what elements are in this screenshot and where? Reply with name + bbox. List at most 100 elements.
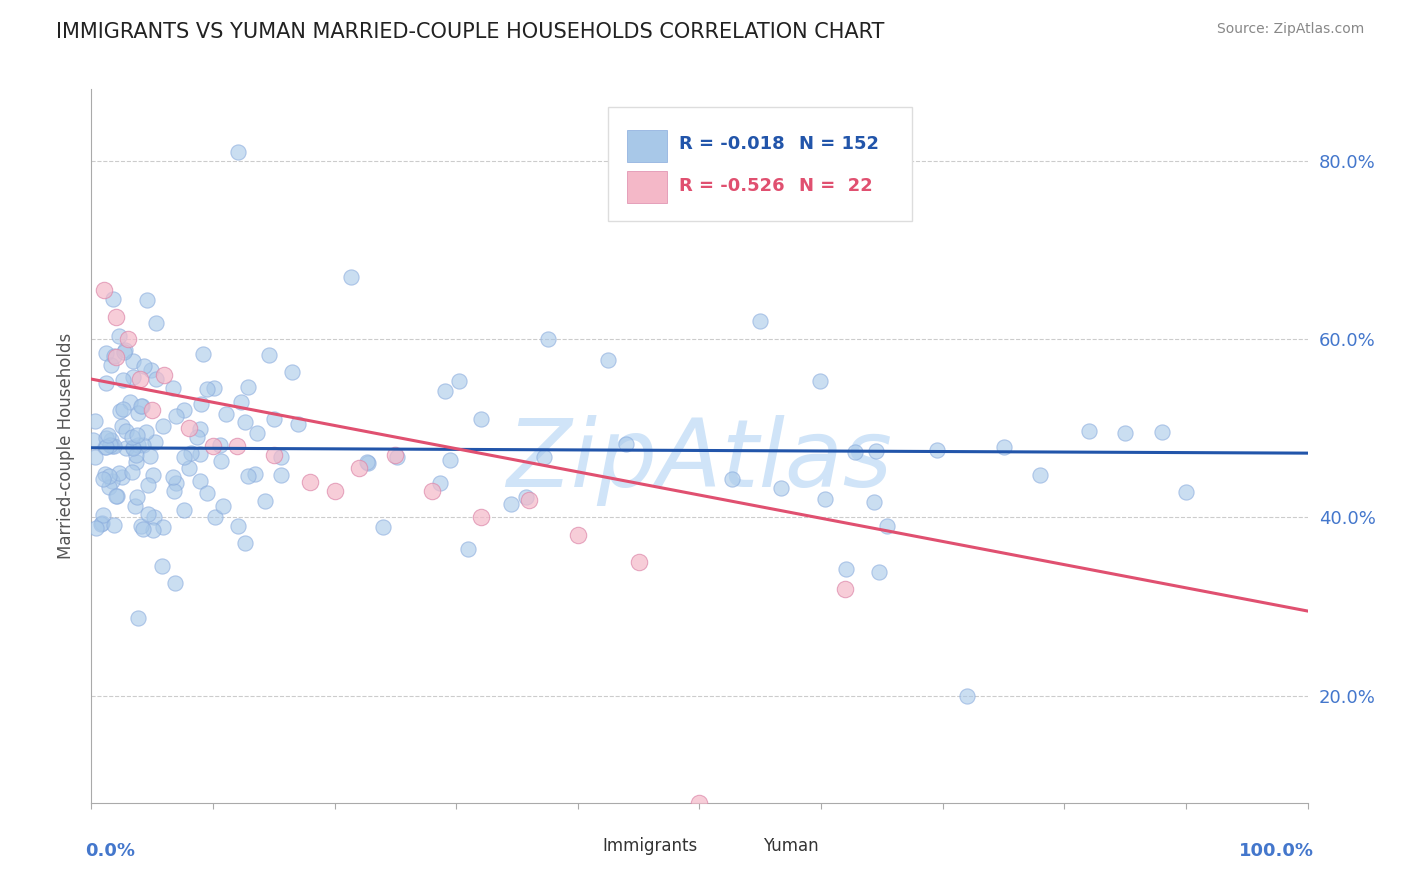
Point: [108, 404, 131, 418]
Point: [165, 409, 187, 424]
Point: [97, 480, 120, 494]
Point: [112, 345, 135, 359]
Point: [420, 483, 443, 498]
Point: [152, 520, 174, 534]
Point: [103, 439, 125, 453]
Point: [191, 347, 214, 361]
FancyBboxPatch shape: [609, 107, 912, 221]
Point: [299, 475, 322, 489]
Point: [103, 518, 125, 533]
Point: [115, 441, 138, 455]
Point: [449, 374, 471, 388]
Point: [457, 541, 479, 556]
Point: [190, 397, 212, 411]
Point: [263, 412, 285, 426]
Point: [357, 457, 380, 471]
Point: [121, 465, 143, 479]
Point: [96, 345, 118, 359]
Point: [614, 437, 637, 451]
Point: [90, 517, 112, 532]
Point: [835, 562, 858, 576]
Point: [769, 482, 792, 496]
Point: [91, 472, 114, 486]
Point: [127, 611, 149, 625]
Point: [385, 450, 408, 465]
Point: [141, 403, 163, 417]
Point: [127, 438, 149, 452]
Point: [84, 414, 107, 428]
Point: [135, 425, 157, 439]
Point: [97, 427, 120, 442]
Point: [139, 449, 162, 463]
Point: [122, 441, 145, 455]
Point: [132, 359, 155, 373]
Point: [97, 468, 120, 483]
Point: [83, 450, 105, 465]
Point: [188, 447, 211, 461]
Point: [129, 372, 152, 386]
Point: [82, 433, 104, 447]
Point: [1175, 484, 1198, 499]
Point: [209, 454, 232, 468]
Point: [254, 493, 277, 508]
Y-axis label: Married-couple Households: Married-couple Households: [56, 333, 75, 559]
Point: [688, 796, 710, 810]
Text: R = -0.018: R = -0.018: [679, 136, 785, 153]
Point: [533, 450, 555, 464]
Point: [246, 425, 269, 440]
Point: [93, 283, 115, 297]
Point: [108, 466, 131, 480]
Point: [101, 293, 124, 307]
Point: [91, 508, 114, 522]
Point: [162, 469, 184, 483]
Text: Yuman: Yuman: [762, 837, 818, 855]
Point: [117, 332, 139, 346]
Point: [125, 448, 148, 462]
Point: [103, 349, 125, 363]
Point: [100, 358, 122, 372]
Point: [127, 407, 149, 421]
Point: [863, 494, 886, 508]
Point: [515, 490, 537, 504]
Point: [433, 384, 456, 398]
Point: [111, 401, 134, 416]
Point: [202, 439, 225, 453]
Point: [121, 440, 143, 454]
FancyBboxPatch shape: [627, 130, 666, 162]
Point: [179, 461, 201, 475]
Point: [101, 474, 124, 488]
Point: [226, 439, 249, 453]
Point: [112, 373, 135, 387]
Point: [98, 438, 121, 452]
Point: [129, 519, 152, 533]
Point: [101, 439, 124, 453]
Point: [173, 450, 195, 464]
Point: [141, 363, 163, 377]
Point: [270, 467, 292, 482]
Point: [212, 499, 235, 513]
Point: [356, 454, 378, 468]
Point: [235, 535, 257, 549]
Point: [125, 427, 148, 442]
Point: [131, 400, 153, 414]
Point: [105, 489, 128, 503]
Point: [1150, 425, 1173, 440]
Point: [125, 455, 148, 469]
Point: [145, 372, 167, 386]
Point: [339, 269, 361, 284]
Point: [270, 450, 292, 464]
Point: [429, 476, 451, 491]
Point: [135, 293, 157, 307]
Point: [114, 343, 136, 358]
Point: [814, 492, 837, 507]
Point: [122, 353, 145, 368]
Point: [96, 376, 118, 390]
Point: [105, 489, 128, 503]
Point: [233, 416, 256, 430]
Point: [166, 475, 188, 490]
Text: Source: ZipAtlas.com: Source: ZipAtlas.com: [1216, 22, 1364, 37]
Point: [125, 490, 148, 504]
Point: [111, 470, 134, 484]
Text: N = 152: N = 152: [799, 136, 879, 153]
Point: [596, 353, 619, 368]
